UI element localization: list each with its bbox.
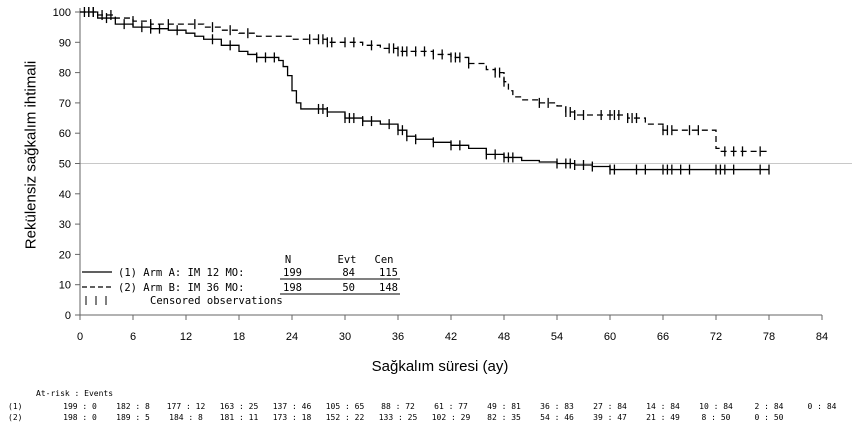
x-tick-label: 18 (233, 331, 245, 343)
x-tick-label: 66 (657, 331, 669, 343)
at-risk-value: 105 : 65 (326, 402, 365, 411)
x-tick-label: 30 (339, 331, 351, 343)
legend-header-cen: Cen (375, 254, 394, 266)
at-risk-value: 0 : 84 (808, 402, 837, 411)
legend-header-evt: Evt (338, 254, 357, 266)
x-tick-label: 42 (445, 331, 457, 343)
at-risk-value: 82 : 35 (487, 413, 521, 422)
at-risk-value: 88 : 72 (381, 402, 415, 411)
x-tick-label: 60 (604, 331, 616, 343)
y-tick-label: 50 (59, 159, 71, 171)
x-tick-label: 54 (551, 331, 563, 343)
at-risk-value: 21 : 49 (646, 413, 680, 422)
y-tick-label: 0 (65, 310, 71, 322)
x-tick-label: 24 (286, 331, 298, 343)
at-risk-value: 61 : 77 (434, 402, 468, 411)
at-risk-value: 181 : 11 (220, 413, 259, 422)
x-tick-label: 72 (710, 331, 722, 343)
legend-n-1: 199 (283, 267, 302, 279)
y-tick-label: 20 (59, 249, 71, 261)
at-risk-value: 152 : 22 (326, 413, 365, 422)
y-tick-label: 40 (59, 189, 71, 201)
x-tick-label: 0 (77, 331, 83, 343)
at-risk-value: 133 : 25 (379, 413, 418, 422)
at-risk-value: 39 : 47 (593, 413, 627, 422)
at-risk-value: 137 : 46 (273, 402, 312, 411)
y-tick-label: 70 (59, 98, 71, 110)
at-risk-value: 8 : 50 (702, 413, 731, 422)
at-risk-row-label: (2) (8, 413, 22, 422)
series-line-arm-b (80, 11, 769, 153)
legend-label-2: (2) Arm B: IM 36 MO: (118, 282, 244, 294)
at-risk-value: 36 : 83 (540, 402, 574, 411)
at-risk-value: 173 : 18 (273, 413, 312, 422)
x-tick-label: 6 (130, 331, 136, 343)
x-tick-label: 12 (180, 331, 192, 343)
at-risk-value: 27 : 84 (593, 402, 627, 411)
at-risk-value: 182 : 8 (116, 402, 150, 411)
x-tick-label: 84 (816, 331, 828, 343)
at-risk-value: 2 : 84 (755, 402, 784, 411)
at-risk-value: 54 : 46 (540, 413, 574, 422)
legend-header-n: N (285, 254, 291, 266)
at-risk-header: At-risk : Events (36, 389, 113, 398)
legend-cen-2: 148 (379, 282, 398, 294)
legend-evt-1: 84 (342, 267, 355, 279)
at-risk-value: 163 : 25 (220, 402, 259, 411)
x-tick-label: 78 (763, 331, 775, 343)
legend-label-1: (1) Arm A: IM 12 MO: (118, 267, 244, 279)
at-risk-row-label: (1) (8, 402, 22, 411)
series-line-arm-a (80, 11, 769, 171)
at-risk-value: 102 : 29 (432, 413, 471, 422)
y-tick-label: 90 (59, 37, 71, 49)
at-risk-value: 199 : 0 (63, 402, 97, 411)
y-tick-label: 80 (59, 68, 71, 80)
at-risk-value: 189 : 5 (116, 413, 150, 422)
at-risk-value: 49 : 81 (487, 402, 521, 411)
at-risk-value: 10 : 84 (699, 402, 733, 411)
x-axis-label: Sağkalım süresi (ay) (371, 358, 509, 375)
legend-n-2: 198 (283, 282, 302, 294)
y-tick-label: 100 (53, 7, 71, 19)
y-tick-label: 60 (59, 128, 71, 140)
at-risk-value: 184 : 8 (169, 413, 203, 422)
legend-cen-1: 115 (379, 267, 398, 279)
legend-censor-label: Censored observations (150, 295, 283, 307)
at-risk-value: 0 : 50 (755, 413, 784, 422)
at-risk-value: 14 : 84 (646, 402, 680, 411)
at-risk-value: 177 : 12 (167, 402, 206, 411)
at-risk-value: 198 : 0 (63, 413, 97, 422)
x-tick-label: 48 (498, 331, 510, 343)
x-tick-label: 36 (392, 331, 404, 343)
y-tick-label: 30 (59, 219, 71, 231)
legend-evt-2: 50 (342, 282, 355, 294)
y-tick-label: 10 (59, 280, 71, 292)
